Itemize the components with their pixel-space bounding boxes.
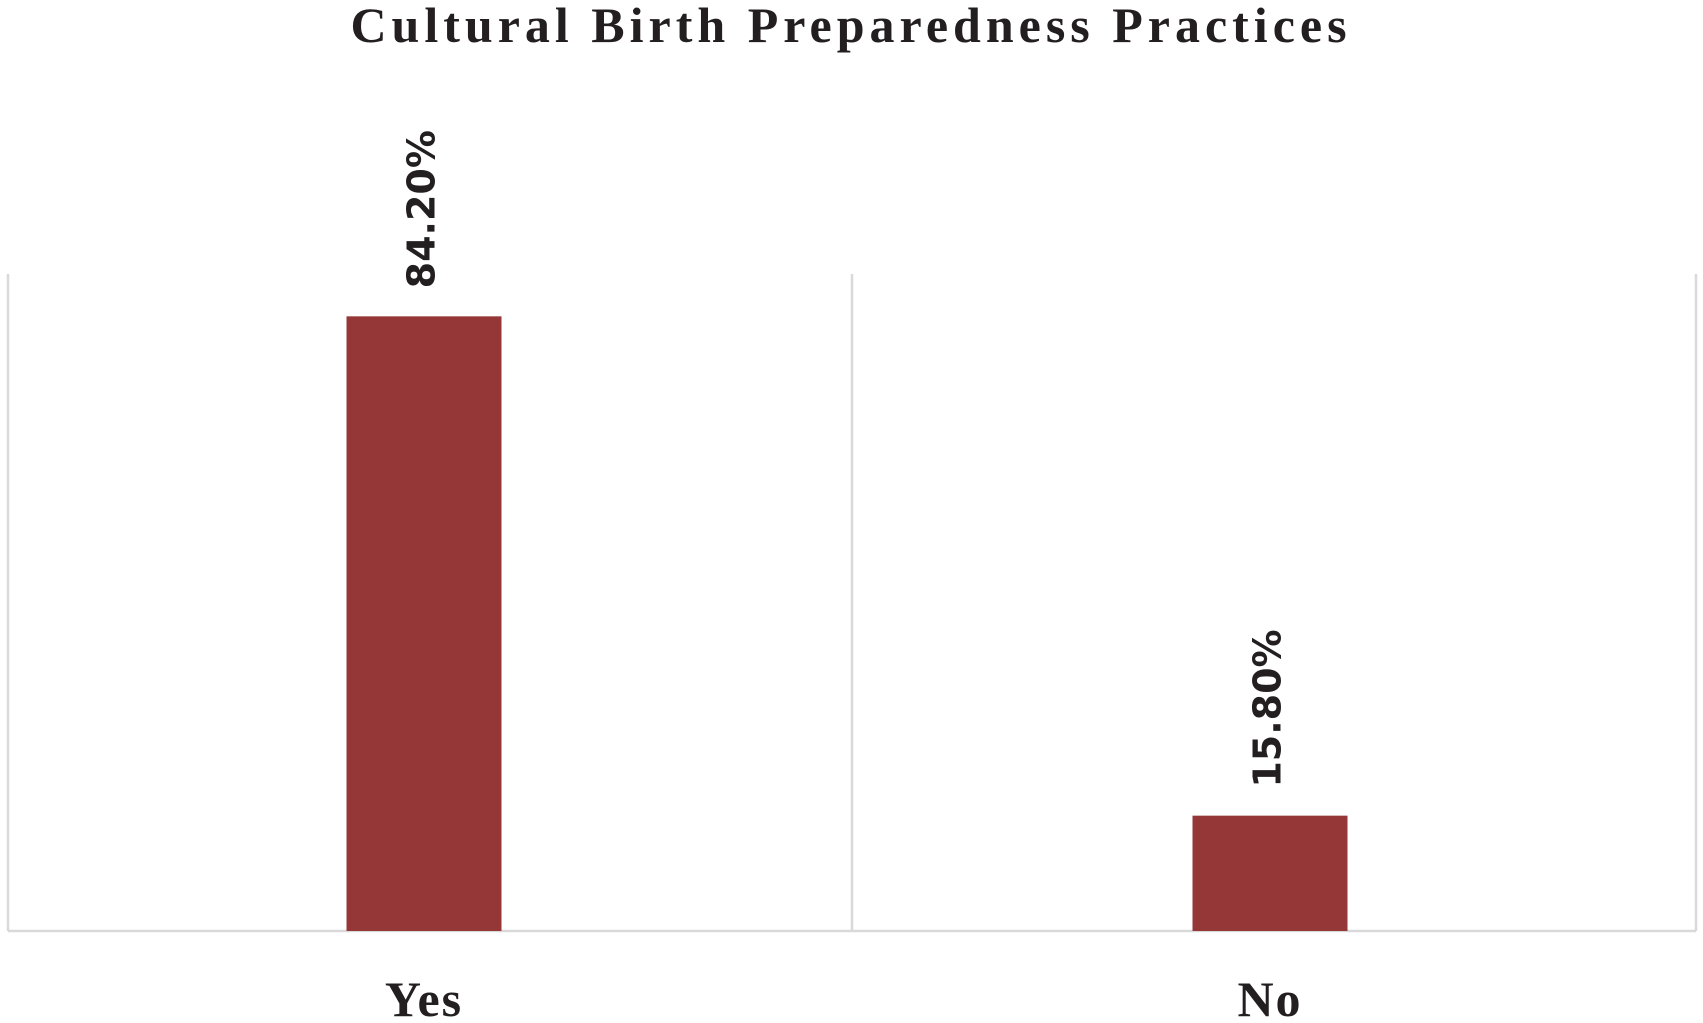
bar <box>346 316 502 932</box>
chart-title: Cultural Birth Preparedness Practices <box>350 0 1351 53</box>
data-label: 84.20% <box>400 130 444 288</box>
data-label: 15.80% <box>1246 629 1290 787</box>
bar <box>1192 815 1348 931</box>
x-tick-label: No <box>1237 971 1302 1023</box>
x-tick-label: Yes <box>385 971 463 1023</box>
